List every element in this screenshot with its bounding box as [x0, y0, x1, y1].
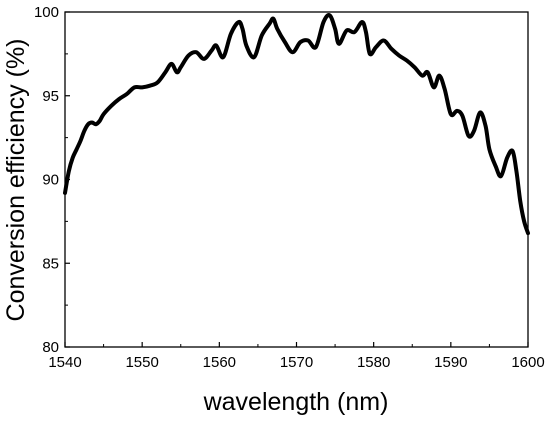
x-axis-title: wavelength (nm): [203, 388, 389, 416]
y-axis-ticks: [65, 11, 70, 348]
x-tick-label: 1580: [357, 354, 390, 371]
x-axis-tick-labels: 1540 1550 1560 1570 1580 1590 1600: [48, 354, 544, 371]
y-tick-label: 95: [42, 88, 59, 105]
y-tick-label: 100: [34, 4, 59, 21]
x-tick-label: 1590: [434, 354, 467, 371]
y-tick-label: 90: [42, 172, 59, 189]
x-tick-label: 1550: [125, 354, 158, 371]
y-tick-label: 85: [42, 255, 59, 272]
y-axis-tick-labels: 80 85 90 95 100: [34, 4, 59, 356]
x-tick-label: 1540: [48, 354, 81, 371]
y-tick-label: 80: [42, 339, 59, 356]
x-tick-label: 1560: [203, 354, 236, 371]
x-tick-label: 1570: [280, 354, 313, 371]
x-tick-label: 1600: [511, 354, 544, 371]
series-line: [63, 13, 530, 236]
plot-frame: [64, 11, 529, 348]
y-axis-title: Conversion efficiency (%): [2, 39, 30, 322]
x-axis-ticks: [64, 342, 529, 347]
